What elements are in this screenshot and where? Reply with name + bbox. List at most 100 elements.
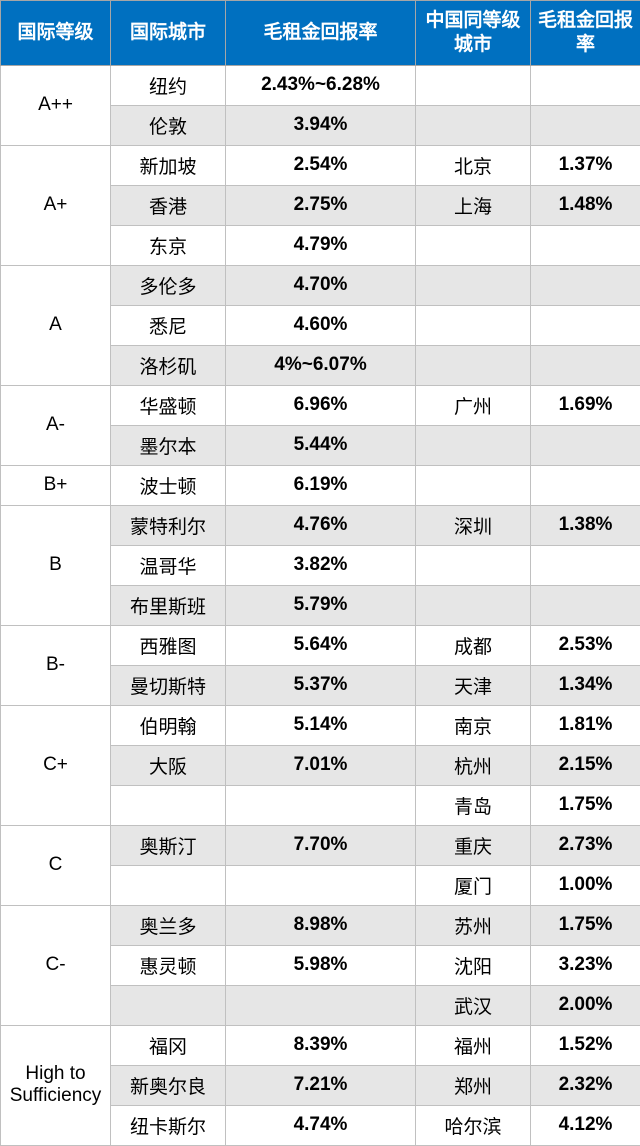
intl-city-cell: 奥斯汀 xyxy=(111,825,226,865)
table-row: A++纽约2.43%~6.28% xyxy=(1,65,640,105)
intl-yield-cell: 8.98% xyxy=(226,905,416,945)
grade-cell: C- xyxy=(1,905,111,1025)
intl-city-cell: 墨尔本 xyxy=(111,425,226,465)
intl-yield-cell: 5.44% xyxy=(226,425,416,465)
table-row: B蒙特利尔4.76%深圳1.38% xyxy=(1,505,640,545)
intl-yield-cell: 2.75% xyxy=(226,185,416,225)
table-row: High to Sufficiency福冈8.39%福州1.52% xyxy=(1,1025,640,1065)
china-city-cell xyxy=(416,465,531,505)
table-row: C-奥兰多8.98%苏州1.75% xyxy=(1,905,640,945)
china-city-cell: 青岛 xyxy=(416,785,531,825)
intl-city-cell: 大阪 xyxy=(111,745,226,785)
china-city-cell: 天津 xyxy=(416,665,531,705)
intl-city-cell: 西雅图 xyxy=(111,625,226,665)
china-yield-cell xyxy=(531,465,640,505)
table-row: C+伯明翰5.14%南京1.81% xyxy=(1,705,640,745)
city-rental-yield-table: 国际等级 国际城市 毛租金回报率 中国同等级城市 毛租金回报率 A++纽约2.4… xyxy=(0,0,640,1146)
china-yield-cell xyxy=(531,345,640,385)
intl-yield-cell: 5.37% xyxy=(226,665,416,705)
china-yield-cell: 1.75% xyxy=(531,785,640,825)
grade-cell: A+ xyxy=(1,145,111,265)
intl-city-cell xyxy=(111,865,226,905)
china-city-cell: 广州 xyxy=(416,385,531,425)
intl-city-cell: 香港 xyxy=(111,185,226,225)
grade-cell: B- xyxy=(1,625,111,705)
col-china-yield: 毛租金回报率 xyxy=(531,1,640,66)
china-yield-cell: 1.52% xyxy=(531,1025,640,1065)
intl-city-cell: 曼切斯特 xyxy=(111,665,226,705)
intl-yield-cell: 2.43%~6.28% xyxy=(226,65,416,105)
china-yield-cell: 1.69% xyxy=(531,385,640,425)
china-yield-cell: 1.37% xyxy=(531,145,640,185)
grade-cell: High to Sufficiency xyxy=(1,1025,111,1145)
col-china-city: 中国同等级城市 xyxy=(416,1,531,66)
china-city-cell: 武汉 xyxy=(416,985,531,1025)
china-city-cell: 厦门 xyxy=(416,865,531,905)
intl-city-cell: 奥兰多 xyxy=(111,905,226,945)
intl-yield-cell: 8.39% xyxy=(226,1025,416,1065)
intl-city-cell: 洛杉矶 xyxy=(111,345,226,385)
china-city-cell: 成都 xyxy=(416,625,531,665)
intl-city-cell: 纽约 xyxy=(111,65,226,105)
china-city-cell: 杭州 xyxy=(416,745,531,785)
china-yield-cell: 1.34% xyxy=(531,665,640,705)
table-row: C奥斯汀7.70%重庆2.73% xyxy=(1,825,640,865)
intl-yield-cell xyxy=(226,865,416,905)
china-city-cell xyxy=(416,585,531,625)
intl-yield-cell: 4.76% xyxy=(226,505,416,545)
intl-city-cell: 惠灵顿 xyxy=(111,945,226,985)
china-city-cell xyxy=(416,345,531,385)
intl-yield-cell: 3.82% xyxy=(226,545,416,585)
intl-yield-cell: 6.19% xyxy=(226,465,416,505)
china-yield-cell xyxy=(531,305,640,345)
china-city-cell: 哈尔滨 xyxy=(416,1105,531,1145)
intl-yield-cell: 5.14% xyxy=(226,705,416,745)
china-city-cell xyxy=(416,305,531,345)
intl-yield-cell: 3.94% xyxy=(226,105,416,145)
china-city-cell: 深圳 xyxy=(416,505,531,545)
intl-yield-cell: 5.98% xyxy=(226,945,416,985)
china-yield-cell: 2.73% xyxy=(531,825,640,865)
table-row: B+波士顿6.19% xyxy=(1,465,640,505)
intl-city-cell: 华盛顿 xyxy=(111,385,226,425)
intl-city-cell: 福冈 xyxy=(111,1025,226,1065)
intl-city-cell xyxy=(111,985,226,1025)
header-row: 国际等级 国际城市 毛租金回报率 中国同等级城市 毛租金回报率 xyxy=(1,1,640,66)
table-row: A多伦多4.70% xyxy=(1,265,640,305)
grade-cell: B xyxy=(1,505,111,625)
intl-yield-cell: 4.74% xyxy=(226,1105,416,1145)
intl-yield-cell xyxy=(226,985,416,1025)
grade-cell: B+ xyxy=(1,465,111,505)
china-city-cell xyxy=(416,65,531,105)
china-yield-cell xyxy=(531,65,640,105)
intl-city-cell: 温哥华 xyxy=(111,545,226,585)
intl-yield-cell: 6.96% xyxy=(226,385,416,425)
china-yield-cell xyxy=(531,105,640,145)
table-row: A+新加坡2.54%北京1.37% xyxy=(1,145,640,185)
grade-cell: C+ xyxy=(1,705,111,825)
intl-city-cell: 多伦多 xyxy=(111,265,226,305)
grade-cell: A++ xyxy=(1,65,111,145)
intl-city-cell: 波士顿 xyxy=(111,465,226,505)
intl-city-cell: 伯明翰 xyxy=(111,705,226,745)
china-yield-cell xyxy=(531,425,640,465)
china-city-cell xyxy=(416,105,531,145)
table-row: B-西雅图5.64%成都2.53% xyxy=(1,625,640,665)
intl-city-cell: 悉尼 xyxy=(111,305,226,345)
china-yield-cell: 2.32% xyxy=(531,1065,640,1105)
china-yield-cell: 2.15% xyxy=(531,745,640,785)
col-intl-yield: 毛租金回报率 xyxy=(226,1,416,66)
china-city-cell: 重庆 xyxy=(416,825,531,865)
china-yield-cell xyxy=(531,265,640,305)
intl-city-cell: 东京 xyxy=(111,225,226,265)
intl-city-cell: 新奥尔良 xyxy=(111,1065,226,1105)
col-intl-grade: 国际等级 xyxy=(1,1,111,66)
table-row: A-华盛顿6.96%广州1.69% xyxy=(1,385,640,425)
china-city-cell: 南京 xyxy=(416,705,531,745)
china-yield-cell: 3.23% xyxy=(531,945,640,985)
grade-cell: A- xyxy=(1,385,111,465)
china-yield-cell: 4.12% xyxy=(531,1105,640,1145)
china-yield-cell: 2.53% xyxy=(531,625,640,665)
intl-yield-cell: 4%~6.07% xyxy=(226,345,416,385)
china-yield-cell: 2.00% xyxy=(531,985,640,1025)
